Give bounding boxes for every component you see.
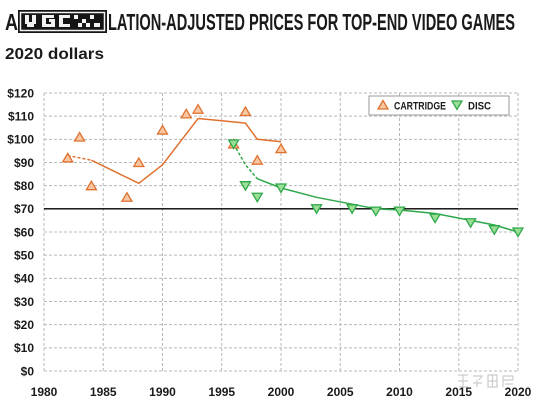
x-tick-label: 2000: [268, 385, 295, 399]
y-tick-label: $90: [14, 156, 34, 170]
y-tick-label: $30: [14, 295, 34, 309]
disc-point: [274, 183, 288, 194]
disc-point: [369, 206, 382, 217]
cartridge-point: [85, 179, 98, 191]
cartridge-point: [251, 154, 264, 165]
legend-disc-label: DISC: [468, 101, 491, 113]
cartridge-point: [191, 103, 205, 114]
disc-trend-solid: [257, 178, 519, 233]
x-tick-label: 2020: [505, 385, 532, 399]
x-tick-label: 2010: [386, 385, 413, 399]
x-tick-label: 1985: [90, 385, 117, 399]
y-tick-label: $100: [7, 133, 34, 147]
legend-box: [368, 95, 510, 116]
legend-cartridge-label: CARTRIDGE: [394, 101, 446, 113]
cartridge-point: [180, 108, 193, 119]
chart-title-end: LATION-ADJUSTED PRICES FOR TOP-END VIDEO…: [108, 9, 515, 35]
cartridge-point: [61, 152, 74, 163]
x-tick-label: 2015: [445, 385, 472, 399]
y-tick-label: $120: [7, 86, 34, 100]
disc-point: [464, 218, 477, 229]
cartridge-point: [274, 142, 288, 154]
cartridge-point: [73, 131, 86, 142]
x-axis-labels: 1980 1985 1990 1995 2000 2005 2010 2015 2020: [31, 385, 532, 399]
cartridge-trend-solid: [91, 117, 282, 185]
y-tick-label: $70: [14, 202, 34, 216]
chart-title: A LATION-ADJUSTED PRICES FOR TOP-END VID…: [5, 9, 515, 35]
disc-point: [227, 139, 240, 150]
watermark-icon: [458, 374, 514, 388]
cartridge-point: [120, 191, 134, 202]
legend: CARTRIDGE DISC: [368, 95, 510, 116]
y-tick-label: $80: [14, 179, 34, 193]
y-tick-label: $20: [14, 318, 34, 332]
legend-disc-marker-icon: [450, 100, 464, 111]
y-tick-label: $0: [21, 364, 35, 378]
disc-point: [345, 204, 359, 215]
y-tick-label: $40: [14, 272, 34, 286]
disc-point: [393, 206, 406, 217]
x-tick-label: 1980: [31, 385, 58, 399]
disc-point: [511, 227, 525, 238]
title-logo-icon: [18, 10, 107, 33]
cartridge-point: [156, 124, 169, 135]
x-tick-label: 2005: [327, 385, 354, 399]
disc-point: [488, 225, 501, 236]
y-tick-label: $110: [8, 109, 34, 123]
data-points: [61, 103, 525, 238]
cartridge-point: [132, 156, 145, 168]
chart-title-start: A: [5, 9, 18, 35]
y-tick-label: $60: [14, 225, 34, 239]
cartridge-point: [239, 105, 252, 117]
disc-point: [239, 181, 252, 192]
chart-subtitle: 2020 dollars: [5, 46, 104, 63]
y-tick-label: $10: [14, 341, 34, 355]
disc-point: [251, 192, 264, 204]
y-tick-label: $50: [14, 248, 34, 262]
disc-point: [428, 213, 442, 224]
x-tick-label: 1995: [208, 385, 235, 399]
y-axis-labels: $0 $10 $20 $30 $40 $50 $60 $70 $80 $90 $100 $110 $12…: [7, 86, 34, 378]
x-tick-label: 1990: [149, 385, 176, 399]
disc-trend-dashed: [232, 143, 258, 180]
cartridge-trend-dashed: [67, 154, 92, 161]
disc-point: [310, 204, 323, 215]
trend-lines: [67, 117, 519, 233]
legend-cartridge-marker-icon: [376, 99, 390, 110]
